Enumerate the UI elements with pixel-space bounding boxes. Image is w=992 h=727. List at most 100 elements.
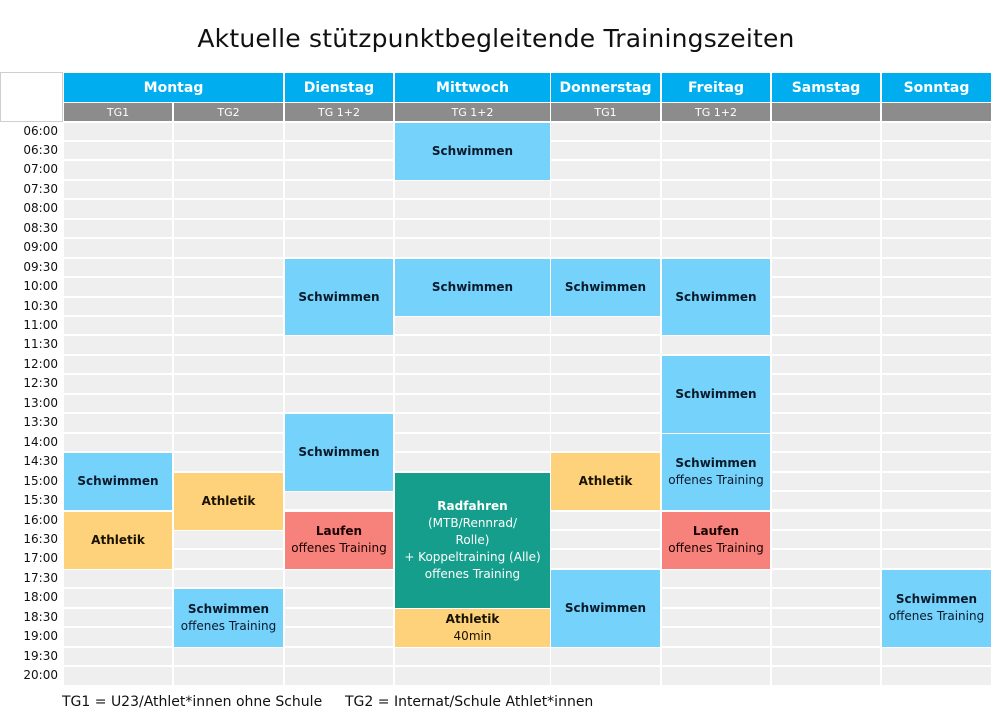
empty-slot (772, 375, 880, 393)
empty-slot (551, 511, 660, 529)
empty-slot (772, 647, 880, 666)
event-schwimmen[interactable]: Schwimmen offenes Training (662, 433, 770, 511)
event-athletik[interactable]: Athletik (174, 472, 283, 530)
empty-slot (551, 550, 660, 568)
event-schwimmen[interactable]: Schwimmen (64, 453, 172, 511)
event-title: Schwimmen (675, 289, 757, 304)
event-title: Schwimmen (895, 592, 978, 607)
empty-slot (882, 667, 991, 685)
event-schwimmen[interactable]: Schwimmen (551, 569, 660, 647)
empty-slot (882, 278, 991, 296)
empty-slot (174, 122, 283, 140)
empty-slot (395, 375, 550, 393)
empty-slot (882, 141, 991, 160)
empty-slot (285, 628, 393, 646)
event-athletik[interactable]: Athletik (551, 453, 660, 511)
time-label: 19:00 (23, 629, 58, 644)
event-radfahren[interactable]: Radfahren (MTB/Rennrad/ Rolle) + Koppeltr… (395, 472, 550, 608)
empty-slot (772, 628, 880, 646)
event-subtitle: offenes Training (888, 609, 985, 624)
empty-slot (551, 200, 660, 218)
event-title: Schwimmen (431, 279, 514, 294)
time-label: 17:30 (23, 570, 58, 585)
event-title: Schwimmen (187, 601, 270, 616)
event-laufen[interactable]: Laufen offenes Training (662, 511, 770, 569)
time-label: 10:00 (23, 279, 58, 294)
event-athletik[interactable]: Athletik 40min (395, 608, 550, 647)
empty-slot (64, 278, 172, 296)
event-schwimmen[interactable]: Schwimmen (551, 258, 660, 316)
empty-slot (662, 667, 770, 685)
empty-slot (882, 122, 991, 140)
empty-slot (551, 433, 660, 452)
empty-slot (772, 569, 880, 588)
time-label: 16:30 (23, 531, 58, 546)
empty-slot (551, 647, 660, 666)
empty-slot (662, 336, 770, 354)
empty-slot (772, 258, 880, 277)
empty-slot (551, 667, 660, 685)
empty-slot (882, 433, 991, 452)
event-laufen[interactable]: Laufen offenes Training (285, 511, 393, 569)
time-label: 19:30 (23, 648, 58, 663)
empty-slot (882, 550, 991, 568)
empty-slot (395, 647, 550, 666)
event-schwimmen[interactable]: Schwimmen offenes Training (174, 589, 283, 647)
event-schwimmen[interactable]: Schwimmen (285, 258, 393, 336)
empty-slot (882, 317, 991, 335)
event-title: Athletik (578, 474, 633, 489)
empty-slot (772, 336, 880, 354)
empty-slot (662, 239, 770, 257)
event-schwimmen[interactable]: Schwimmen (662, 258, 770, 336)
empty-slot (174, 550, 283, 568)
time-label: 18:00 (23, 590, 58, 605)
event-schwimmen[interactable]: Schwimmen offenes Training (882, 569, 991, 647)
empty-slot (64, 258, 172, 277)
empty-slot (64, 589, 172, 607)
empty-slot (772, 511, 880, 529)
empty-slot (395, 336, 550, 354)
empty-slot (882, 258, 991, 277)
event-subtitle: offenes Training (291, 541, 387, 556)
time-label: 06:30 (23, 142, 58, 157)
empty-slot (772, 161, 880, 179)
empty-slot (285, 492, 393, 510)
empty-slot (174, 239, 283, 257)
event-schwimmen[interactable]: Schwimmen (662, 355, 770, 433)
empty-slot (285, 219, 393, 238)
empty-slot (551, 414, 660, 432)
legend-tg2: TG2 = Internat/Schule Athlet*innen (345, 694, 594, 710)
event-schwimmen[interactable]: Schwimmen (395, 122, 550, 180)
empty-slot (285, 355, 393, 374)
empty-slot (772, 355, 880, 374)
event-title: Schwimmen (298, 445, 380, 460)
empty-slot (772, 278, 880, 296)
empty-slot (551, 336, 660, 354)
empty-slot (882, 161, 991, 179)
day-header-donnerstag: Donnerstag (551, 73, 660, 102)
time-label: 14:00 (23, 434, 58, 449)
time-label: 10:30 (23, 298, 58, 313)
empty-slot (174, 161, 283, 179)
empty-slot (395, 394, 550, 413)
group-header: TG2 (174, 103, 283, 121)
event-title: Schwimmen (564, 279, 647, 294)
event-title: Athletik (201, 493, 256, 508)
empty-slot (64, 569, 172, 588)
empty-slot (882, 472, 991, 491)
event-athletik[interactable]: Athletik (64, 511, 172, 569)
day-header-freitag: Freitag (662, 73, 770, 102)
event-schwimmen[interactable]: Schwimmen (285, 414, 393, 492)
empty-slot (772, 667, 880, 685)
empty-slot (662, 161, 770, 179)
group-header (772, 103, 880, 121)
empty-slot (882, 355, 991, 374)
empty-slot (174, 180, 283, 199)
event-schwimmen[interactable]: Schwimmen (395, 258, 550, 316)
empty-slot (174, 433, 283, 452)
empty-slot (551, 375, 660, 393)
event-subtitle: offenes Training (180, 618, 277, 633)
empty-slot (174, 297, 283, 315)
empty-slot (64, 667, 172, 685)
empty-slot (662, 608, 770, 627)
